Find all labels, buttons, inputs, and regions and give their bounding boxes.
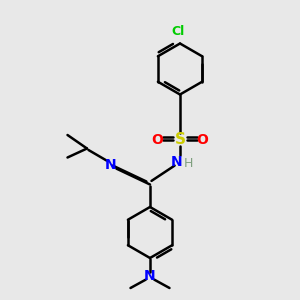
Text: O: O xyxy=(152,133,164,146)
Text: O: O xyxy=(196,133,208,146)
Text: N: N xyxy=(144,269,156,283)
Text: Cl: Cl xyxy=(172,25,185,38)
Text: N: N xyxy=(105,158,117,172)
Text: S: S xyxy=(175,132,185,147)
Text: N: N xyxy=(171,155,182,169)
Text: H: H xyxy=(184,157,193,170)
